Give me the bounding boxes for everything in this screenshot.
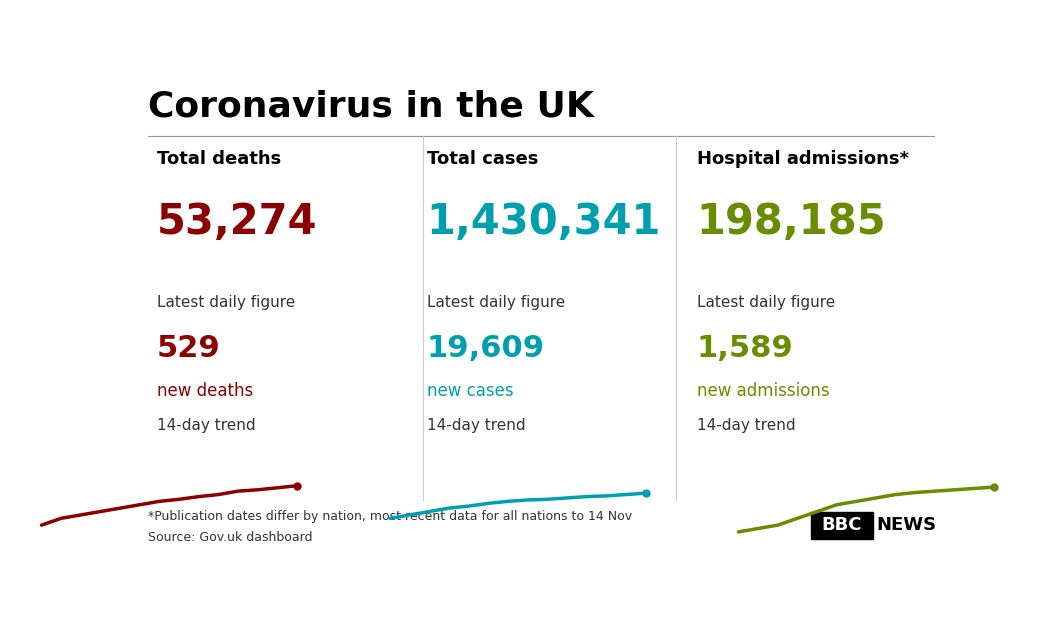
Text: new deaths: new deaths: [156, 382, 252, 400]
Text: Coronavirus in the UK: Coronavirus in the UK: [148, 90, 595, 124]
Text: 198,185: 198,185: [697, 201, 886, 243]
Text: Latest daily figure: Latest daily figure: [427, 295, 565, 310]
FancyBboxPatch shape: [811, 512, 872, 539]
Text: 19,609: 19,609: [427, 334, 545, 362]
Text: 1,589: 1,589: [697, 334, 793, 362]
Text: NEWS: NEWS: [876, 517, 937, 534]
Text: BBC: BBC: [822, 517, 862, 534]
Text: 1,430,341: 1,430,341: [427, 201, 661, 243]
Text: Total deaths: Total deaths: [156, 150, 281, 168]
Text: 14-day trend: 14-day trend: [697, 418, 795, 433]
Text: new admissions: new admissions: [697, 382, 829, 400]
Text: 14-day trend: 14-day trend: [427, 418, 525, 433]
Text: Total cases: Total cases: [427, 150, 538, 168]
Text: Source: Gov.uk dashboard: Source: Gov.uk dashboard: [148, 532, 313, 544]
Text: Latest daily figure: Latest daily figure: [156, 295, 295, 310]
Text: 529: 529: [156, 334, 221, 362]
Text: 53,274: 53,274: [156, 201, 317, 243]
Text: 14-day trend: 14-day trend: [156, 418, 256, 433]
Text: Latest daily figure: Latest daily figure: [697, 295, 835, 310]
Text: new cases: new cases: [427, 382, 513, 400]
Text: *Publication dates differ by nation, most recent data for all nations to 14 Nov: *Publication dates differ by nation, mos…: [148, 510, 633, 523]
Text: Hospital admissions*: Hospital admissions*: [697, 150, 909, 168]
